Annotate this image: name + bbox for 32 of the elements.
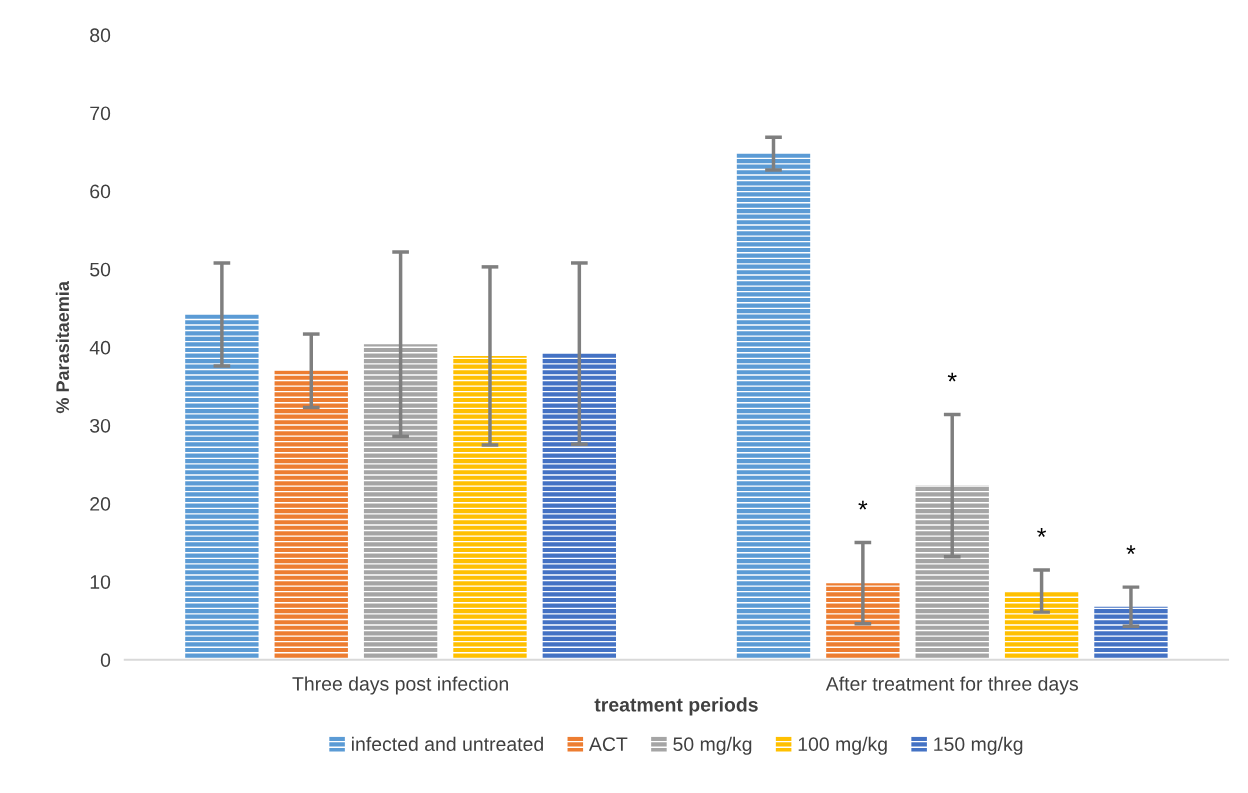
- bar: [274, 370, 348, 660]
- legend-label: 100 mg/kg: [798, 736, 887, 755]
- annotation: *: [858, 500, 868, 510]
- y-tick-label: 40: [89, 340, 111, 355]
- bar: [542, 353, 617, 660]
- x-tick-label: After treatment for three days: [825, 676, 1078, 695]
- bar: [915, 485, 989, 660]
- legend-label: infected and untreated: [352, 736, 543, 752]
- y-tick-label: 10: [90, 575, 111, 589]
- bar: [1094, 606, 1168, 660]
- annotation: *: [1126, 545, 1136, 555]
- y-tick-label: 30: [90, 418, 111, 433]
- bar: [736, 153, 811, 660]
- legend-label: 50 mg/kg: [673, 736, 752, 755]
- annotation: *: [947, 372, 957, 382]
- y-axis-title: % Parasitaemia: [55, 280, 70, 414]
- y-tick-label: 20: [90, 497, 111, 511]
- x-tick-label: Three days post infection: [292, 676, 508, 695]
- y-tick-label: 0: [100, 653, 111, 668]
- x-axis-title: treatment periods: [594, 697, 758, 716]
- bar: [185, 314, 259, 660]
- legend-label: 150 mg/kg: [934, 736, 1023, 755]
- bar: [1004, 591, 1079, 660]
- y-tick-label: 50: [90, 262, 111, 277]
- y-tick-label: 60: [90, 184, 111, 199]
- y-tick-label: 80: [90, 28, 111, 43]
- annotation: *: [1037, 528, 1047, 537]
- bar: [363, 344, 438, 660]
- bar: [826, 583, 900, 660]
- y-tick-label: 70: [90, 106, 111, 121]
- legend-label: ACT: [588, 737, 628, 752]
- bar: [453, 355, 527, 660]
